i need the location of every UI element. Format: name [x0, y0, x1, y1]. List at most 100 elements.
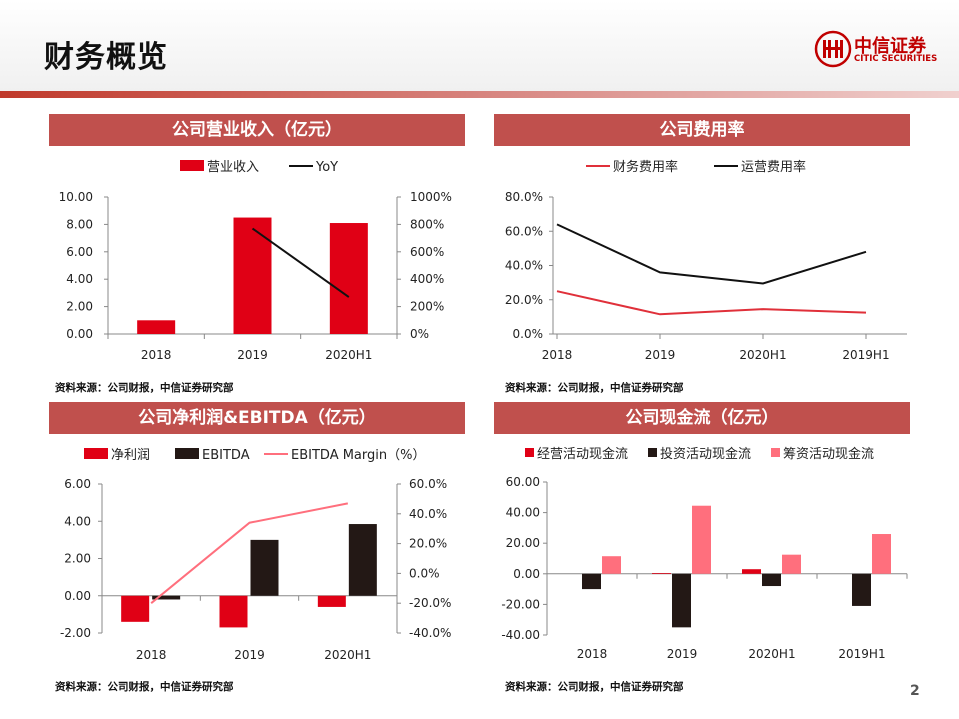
x-tick-label: 2018 — [542, 348, 573, 362]
y-tick-label: -2.00 — [60, 626, 91, 640]
y-tick-label: 60.00 — [506, 475, 540, 489]
y-tick-label: 60.0% — [505, 224, 543, 238]
y2-tick-label: 1000% — [410, 190, 452, 204]
source-note-cash-flow: 资料来源：公司财报，中信证券研究部 — [505, 681, 684, 693]
x-tick-label: 2020H1 — [748, 647, 795, 661]
x-tick-label: 2018 — [577, 647, 608, 661]
panel-title-cash-flow: 公司现金流（亿元） — [494, 402, 910, 434]
logo-name-en: CITIC SECURITIES — [854, 54, 938, 64]
x-tick-label: 2020H1 — [325, 348, 372, 362]
financing-cash-flow-bar — [872, 534, 891, 574]
legend-label: 净利润 — [111, 448, 150, 463]
y-tick-label: 6.00 — [66, 245, 93, 259]
legend-label: EBITDA — [202, 448, 250, 463]
header-stripe — [0, 91, 959, 98]
y2-tick-label: 600% — [410, 245, 444, 259]
x-tick-label: 2019 — [234, 648, 265, 662]
legend-label: 投资活动现金流 — [660, 446, 751, 462]
y-tick-label: -20.00 — [501, 597, 540, 611]
net-profit-bar — [121, 595, 150, 622]
y2-tick-label: 0% — [410, 327, 429, 341]
legend-label: 筹资活动现金流 — [783, 446, 874, 462]
legend-label: 运营费用率 — [741, 159, 806, 175]
y-tick-label: 40.0% — [505, 259, 543, 273]
legend-label: 营业收入 — [207, 160, 259, 175]
source-note-expense-ratio: 资料来源：公司财报，中信证券研究部 — [505, 382, 684, 394]
y-tick-label: 4.00 — [66, 272, 93, 286]
y-tick-label: 20.0% — [505, 293, 543, 307]
x-tick-label: 2019H1 — [838, 647, 885, 661]
y2-tick-label: 400% — [410, 272, 444, 286]
x-tick-label: 2019 — [667, 647, 698, 661]
y-tick-label: 20.00 — [506, 536, 540, 550]
y-tick-label: -40.00 — [501, 628, 540, 642]
header-band — [0, 0, 959, 92]
source-note-net-profit: 资料来源：公司财报，中信证券研究部 — [55, 681, 234, 693]
page-number: 2 — [910, 683, 920, 699]
expense-ratio-chart: 财务费用率 运营费用率 0.0% 20.0% 40.0% 60.0% 80.0% 2018 20… — [505, 159, 907, 362]
y2-tick-label: 40.0% — [409, 507, 447, 521]
net-profit-bar — [219, 595, 248, 628]
legend-swatch — [84, 448, 108, 459]
legend-swatch — [648, 448, 657, 457]
finance-expense-ratio-line — [556, 290, 867, 316]
x-tick-label: 2019 — [237, 348, 268, 362]
y-tick-label: 80.0% — [505, 190, 543, 204]
ebitda-bar — [348, 524, 377, 596]
y2-tick-label: 0.0% — [409, 566, 440, 580]
panel-title-net-profit-ebitda: 公司净利润&EBITDA（亿元） — [49, 402, 465, 434]
revenue-bar — [233, 217, 272, 334]
operating-cash-flow-bar — [742, 569, 761, 574]
citic-logo-icon — [814, 30, 852, 68]
legend-swatch — [180, 160, 204, 171]
panel-title-revenue: 公司营业收入（亿元） — [49, 114, 465, 146]
investing-cash-flow-bar — [672, 573, 691, 628]
investing-cash-flow-bar — [582, 573, 601, 590]
y-tick-label: 0.00 — [66, 327, 93, 341]
x-tick-label: 2020H1 — [739, 348, 786, 362]
ebitda-bar — [250, 539, 279, 596]
legend-label: 财务费用率 — [613, 159, 678, 175]
x-tick-label: 2018 — [141, 348, 172, 362]
cash-flow-chart: 经营活动现金流 投资活动现金流 筹资活动现金流 -40.00 -20.00 0.00 20.… — [501, 446, 908, 661]
page-title: 财务概览 — [44, 40, 168, 75]
x-tick-label: 2018 — [136, 648, 167, 662]
ebitda-bar — [152, 595, 181, 600]
y-tick-label: 10.00 — [59, 190, 93, 204]
legend-label: YoY — [315, 160, 338, 175]
x-tick-label: 2020H1 — [324, 648, 371, 662]
x-tick-label: 2019 — [645, 348, 676, 362]
legend-label: 经营活动现金流 — [537, 446, 628, 462]
y2-tick-label: -20.0% — [409, 596, 451, 610]
y-tick-label: 2.00 — [64, 552, 91, 566]
y2-tick-label: -40.0% — [409, 626, 451, 640]
ebitda-margin-line — [150, 502, 349, 604]
legend-swatch — [771, 448, 780, 457]
y2-tick-label: 60.0% — [409, 477, 447, 491]
y-tick-label: 40.00 — [506, 506, 540, 520]
investing-cash-flow-bar — [762, 573, 781, 587]
legend-label: EBITDA Margin（%） — [291, 448, 425, 463]
y2-tick-label: 20.0% — [409, 537, 447, 551]
y-tick-label: 6.00 — [64, 477, 91, 491]
legend-swatch — [175, 448, 199, 459]
revenue-chart: 营业收入 YoY 0.00 2.00 4.00 6.00 8.00 10.00 0% 200% 40… — [59, 160, 452, 362]
legend-swatch — [525, 448, 534, 457]
revenue-bar — [329, 223, 368, 334]
investing-cash-flow-bar — [852, 573, 871, 606]
logo-name-cn: 中信证券 — [854, 36, 926, 57]
x-tick-label: 2019H1 — [842, 348, 889, 362]
net-profit-ebitda-chart: 净利润 EBITDA EBITDA Margin（%） -2.00 0.00 2.00 4.… — [60, 448, 451, 662]
y-tick-label: 0.00 — [513, 567, 540, 581]
operating-cash-flow-bar — [652, 573, 671, 574]
operating-expense-ratio-line — [556, 223, 867, 285]
panel-title-expense-ratio: 公司费用率 — [494, 114, 910, 146]
net-profit-bar — [317, 595, 346, 607]
financing-cash-flow-bar — [602, 556, 621, 574]
y-tick-label: 2.00 — [66, 300, 93, 314]
financing-cash-flow-bar — [692, 505, 711, 574]
source-note-revenue: 资料来源：公司财报，中信证券研究部 — [55, 382, 234, 394]
y-tick-label: 0.0% — [513, 327, 544, 341]
company-logo: 中信证券 CITIC SECURITIES — [814, 30, 944, 70]
financing-cash-flow-bar — [782, 554, 801, 574]
